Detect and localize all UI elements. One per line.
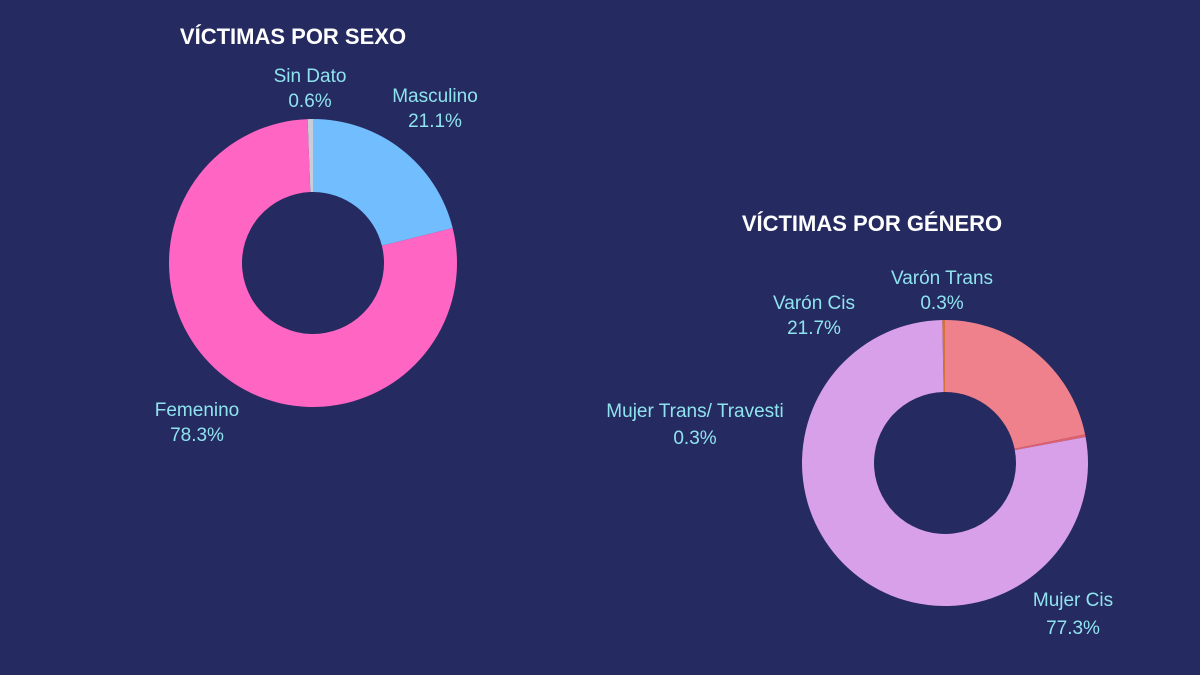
- slice-name-varon-cis: Varón Cis: [773, 293, 855, 314]
- slice-value-sin-dato: 0.6%: [288, 91, 331, 112]
- chart-victimas-por-genero: VÍCTIMAS POR GÉNERO Varón Trans 0.3% Var…: [606, 211, 1113, 639]
- donut-slices-genero: [802, 320, 1088, 607]
- slice-varon-cis: [945, 320, 1086, 449]
- slice-value-varon-cis: 21.7%: [787, 318, 841, 339]
- chart-victimas-por-sexo: VÍCTIMAS POR SEXO Sin Dato 0.6% Masculin…: [155, 24, 478, 446]
- slice-label-varon-cis: Varón Cis 21.7%: [773, 293, 855, 339]
- slice-label-mujer-trans: Mujer Trans/ Travesti 0.3%: [606, 401, 783, 449]
- slice-value-masculino: 21.1%: [408, 111, 462, 132]
- slice-value-varon-trans: 0.3%: [920, 293, 963, 314]
- donut-slices-sexo: [169, 119, 458, 407]
- slice-value-mujer-cis: 77.3%: [1046, 618, 1100, 639]
- slice-masculino: [313, 119, 453, 246]
- slice-label-femenino: Femenino 78.3%: [155, 400, 240, 446]
- slice-varon-trans: [942, 320, 945, 393]
- slice-name-sin-dato: Sin Dato: [274, 66, 347, 87]
- slice-name-mujer-cis: Mujer Cis: [1033, 590, 1113, 611]
- slice-name-varon-trans: Varón Trans: [891, 268, 993, 289]
- slice-femenino: [169, 119, 458, 407]
- chart-title-sexo: VÍCTIMAS POR SEXO: [180, 24, 406, 49]
- slice-sin-dato: [307, 119, 313, 193]
- slice-label-mujer-cis: Mujer Cis 77.3%: [1033, 590, 1113, 639]
- slice-name-femenino: Femenino: [155, 400, 240, 421]
- slice-value-mujer-trans: 0.3%: [673, 428, 716, 449]
- slice-label-masculino: Masculino 21.1%: [392, 86, 478, 132]
- slice-label-varon-trans: Varón Trans 0.3%: [891, 268, 993, 314]
- slice-value-femenino: 78.3%: [170, 425, 224, 446]
- slice-mujer-trans-travesti: [1014, 434, 1086, 451]
- slice-name-mujer-trans: Mujer Trans/ Travesti: [606, 401, 783, 422]
- slice-label-sin-dato: Sin Dato 0.6%: [274, 66, 347, 112]
- chart-title-genero: VÍCTIMAS POR GÉNERO: [742, 211, 1002, 236]
- slice-name-masculino: Masculino: [392, 86, 478, 107]
- slice-mujer-cis: [802, 320, 1088, 607]
